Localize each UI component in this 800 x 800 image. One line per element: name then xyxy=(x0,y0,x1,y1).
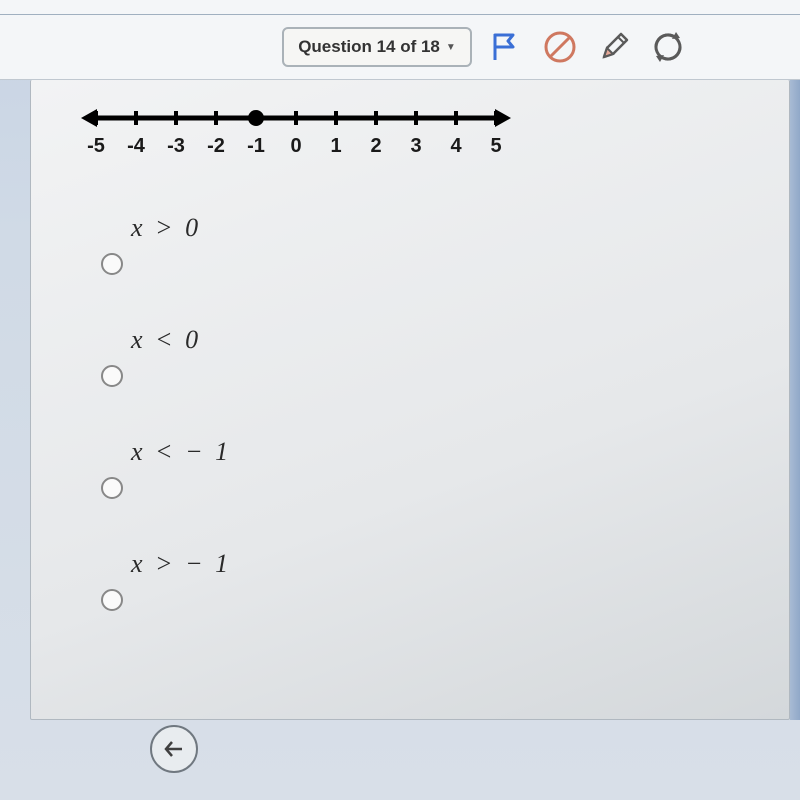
svg-text:2: 2 xyxy=(370,135,381,157)
radio-button[interactable] xyxy=(101,253,123,275)
option-label: x > 0 xyxy=(131,213,201,243)
right-scroll-edge xyxy=(790,80,800,720)
answer-option[interactable]: x > 0 xyxy=(101,213,759,275)
answer-option[interactable]: x > − 1 xyxy=(101,549,759,611)
svg-text:1: 1 xyxy=(330,135,341,157)
question-label: Question 14 of 18 xyxy=(298,37,440,57)
refresh-icon[interactable] xyxy=(648,27,688,67)
content-wrap: -5 -4 -3 -2 -1 0 1 2 3 4 5 x > 0 x < 0 x < − 1 x > − … xyxy=(0,80,800,720)
svg-text:-1: -1 xyxy=(247,135,265,157)
radio-button[interactable] xyxy=(101,477,123,499)
option-label: x < 0 xyxy=(131,325,201,355)
svg-text:-5: -5 xyxy=(87,135,105,157)
answer-options: x > 0 x < 0 x < − 1 x > − 1 xyxy=(101,213,759,611)
svg-text:4: 4 xyxy=(450,135,462,157)
window-top-bar xyxy=(0,0,800,15)
option-label: x < − 1 xyxy=(131,437,231,467)
radio-button[interactable] xyxy=(101,365,123,387)
answer-option[interactable]: x < 0 xyxy=(101,325,759,387)
question-content: -5 -4 -3 -2 -1 0 1 2 3 4 5 x > 0 x < 0 x < − 1 x > − … xyxy=(30,80,790,720)
number-line: -5 -4 -3 -2 -1 0 1 2 3 4 5 xyxy=(81,98,759,173)
flag-icon[interactable] xyxy=(486,27,526,67)
svg-text:-2: -2 xyxy=(207,135,225,157)
pencil-icon[interactable] xyxy=(594,27,634,67)
option-label: x > − 1 xyxy=(131,549,231,579)
radio-button[interactable] xyxy=(101,589,123,611)
toolbar: Question 14 of 18 ▼ xyxy=(0,15,800,80)
svg-text:5: 5 xyxy=(490,135,501,157)
svg-text:-3: -3 xyxy=(167,135,185,157)
question-dropdown[interactable]: Question 14 of 18 ▼ xyxy=(282,27,472,67)
skip-icon[interactable] xyxy=(540,27,580,67)
app-root: Question 14 of 18 ▼ xyxy=(0,0,800,800)
svg-text:3: 3 xyxy=(410,135,421,157)
chevron-down-icon: ▼ xyxy=(446,42,456,53)
svg-text:0: 0 xyxy=(290,135,301,157)
svg-text:-4: -4 xyxy=(127,135,146,157)
back-button[interactable] xyxy=(150,725,198,773)
answer-option[interactable]: x < − 1 xyxy=(101,437,759,499)
